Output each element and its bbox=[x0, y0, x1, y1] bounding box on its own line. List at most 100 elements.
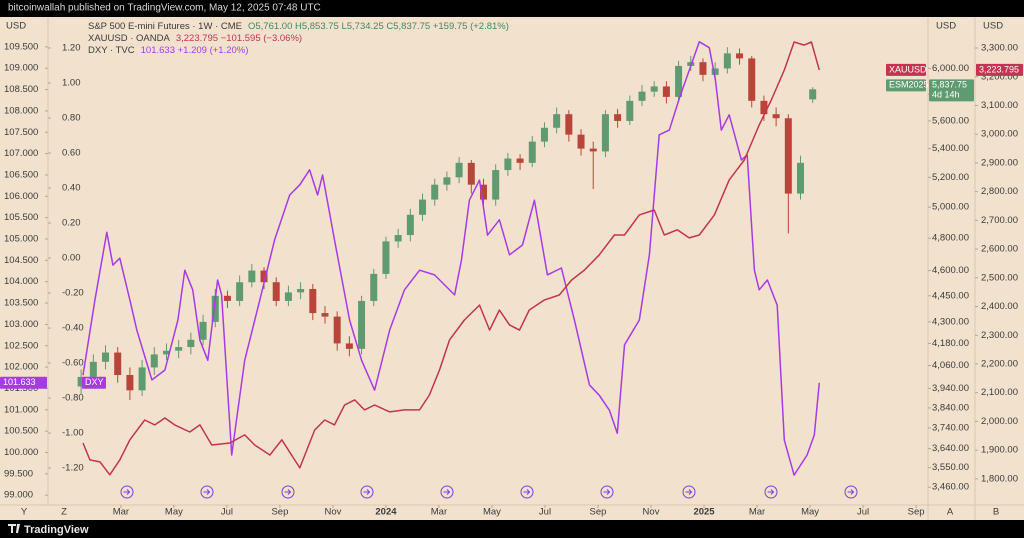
candle-body bbox=[553, 114, 561, 128]
y2-tick-label: 6,000.00 bbox=[932, 63, 969, 74]
candle-body bbox=[772, 114, 780, 119]
candle-body bbox=[492, 170, 500, 200]
x-tick-label: Mar bbox=[431, 507, 447, 518]
candle-body bbox=[723, 53, 731, 69]
event-icon[interactable] bbox=[120, 485, 134, 499]
candle-body bbox=[528, 141, 536, 163]
candle-body bbox=[638, 91, 646, 101]
series-name-tag-bg bbox=[81, 376, 106, 389]
event-icon[interactable] bbox=[844, 485, 858, 499]
candle-body bbox=[358, 300, 366, 349]
y3-tick-label: 3,200.00 bbox=[981, 71, 1018, 82]
y4-tick-label: 1.00 bbox=[62, 78, 81, 89]
legend-entry: XAUUSD · OANDA 3,223.795 −101.595 (−3.06%… bbox=[88, 33, 302, 44]
toolbar-button[interactable]: A bbox=[947, 507, 954, 518]
candle-body bbox=[162, 350, 170, 355]
series-name-tag-bg bbox=[886, 79, 926, 92]
x-tick-label: Jul bbox=[857, 507, 869, 518]
event-icon[interactable] bbox=[764, 485, 778, 499]
x-tick-label: Jul bbox=[539, 507, 551, 518]
event-icon[interactable] bbox=[281, 485, 295, 499]
y-tick-label: 106.000 bbox=[4, 191, 38, 202]
toolbar-button[interactable]: Y bbox=[21, 507, 28, 518]
candle-body bbox=[589, 148, 597, 152]
y2-tick-label: 4,800.00 bbox=[932, 233, 969, 244]
legend-name: XAUUSD · OANDA bbox=[88, 33, 170, 44]
y4-tick-label: 0.40 bbox=[62, 183, 81, 194]
x-tick-label: Sep bbox=[271, 507, 288, 518]
y-tick-label: 102.000 bbox=[4, 362, 38, 373]
y3-tick-label: 3,000.00 bbox=[981, 129, 1018, 140]
event-icon[interactable] bbox=[520, 485, 534, 499]
y4-tick-label: -0.80 bbox=[62, 393, 84, 404]
y-tick-label: 103.000 bbox=[4, 319, 38, 330]
candle-body bbox=[577, 134, 585, 149]
y3-tick-label: 2,300.00 bbox=[981, 330, 1018, 341]
legend-quote: 101.633 +1.209 (+1.20%) bbox=[141, 45, 249, 56]
series-line bbox=[82, 41, 821, 476]
candle-body bbox=[504, 158, 512, 171]
toolbar-button[interactable]: B bbox=[993, 507, 999, 518]
y4-tick-label: -1.00 bbox=[62, 428, 84, 439]
y-tick-label: 109.500 bbox=[4, 41, 38, 52]
toolbar-button[interactable]: Z bbox=[61, 507, 67, 518]
candle-body bbox=[455, 162, 463, 178]
y2-tick-label: 4,600.00 bbox=[932, 265, 969, 276]
y3-tick-label: 3,100.00 bbox=[981, 100, 1018, 111]
candle-body bbox=[297, 288, 305, 293]
candle-body bbox=[626, 100, 634, 121]
y2-tick-label: 4,060.00 bbox=[932, 360, 969, 371]
candle-body bbox=[516, 158, 524, 163]
candle-body bbox=[223, 295, 231, 301]
x-tick-label: Sep bbox=[590, 507, 607, 518]
candle-body bbox=[370, 273, 378, 301]
y-tick-label: 105.000 bbox=[4, 234, 38, 245]
y3-tick-label: 2,600.00 bbox=[981, 244, 1018, 255]
x-tick-label: May bbox=[801, 507, 819, 518]
candle-body bbox=[260, 270, 268, 283]
last-price-tag-bg bbox=[0, 376, 47, 389]
candle-body bbox=[89, 361, 97, 377]
candle-body bbox=[77, 376, 85, 387]
x-tick-label: 2024 bbox=[375, 507, 397, 518]
last-price-tag: 3,223.795 bbox=[979, 64, 1019, 74]
footer: TradingView bbox=[24, 524, 89, 536]
legend-quote: O5,761.00 H5,853.75 L5,734.25 C5,837.75 … bbox=[248, 21, 509, 32]
y2-tick-label: 3,740.00 bbox=[932, 423, 969, 434]
candle-body bbox=[736, 53, 744, 59]
y3-tick-label: 2,200.00 bbox=[981, 358, 1018, 369]
candle-body bbox=[419, 199, 427, 215]
y3-tick-label: 2,900.00 bbox=[981, 157, 1018, 168]
candle-body bbox=[102, 352, 110, 362]
event-icon[interactable] bbox=[600, 485, 614, 499]
y3-tick-label: 2,400.00 bbox=[981, 301, 1018, 312]
series-name-tag-bg bbox=[886, 63, 926, 76]
y2-tick-label: 5,200.00 bbox=[932, 172, 969, 183]
y-tick-label: 109.000 bbox=[4, 63, 38, 74]
y-tick-label: 102.500 bbox=[4, 340, 38, 351]
countdown-tag: 4d 14h bbox=[932, 90, 960, 100]
legend-entry: S&P 500 E-mini Futures · 1W · CME O5,761.… bbox=[88, 21, 509, 32]
y4-tick-label: -0.60 bbox=[62, 358, 84, 369]
y2-tick-label: 5,000.00 bbox=[932, 202, 969, 213]
y3-tick-label: 2,800.00 bbox=[981, 186, 1018, 197]
event-icon[interactable] bbox=[360, 485, 374, 499]
series-name-tag: ESM2025 bbox=[889, 80, 929, 90]
x-tick-label: Sep bbox=[908, 507, 925, 518]
event-icon[interactable] bbox=[200, 485, 214, 499]
series-line bbox=[82, 41, 821, 476]
event-icon[interactable] bbox=[682, 485, 696, 499]
y4-tick-label: 1.20 bbox=[62, 42, 81, 53]
candle-body bbox=[760, 100, 768, 115]
y3-tick-label: 2,100.00 bbox=[981, 387, 1018, 398]
event-icon[interactable] bbox=[440, 485, 454, 499]
y2-tick-label: 3,550.00 bbox=[932, 462, 969, 473]
y2-tick-label: 4,450.00 bbox=[932, 290, 969, 301]
candle-body bbox=[187, 339, 195, 348]
candle-body bbox=[699, 62, 707, 75]
y4-tick-label: 0.60 bbox=[62, 148, 81, 159]
candle-body bbox=[565, 114, 573, 135]
legend-entry: DXY · TVC 101.633 +1.209 (+1.20%) bbox=[88, 45, 248, 56]
y2-tick-label: 3,460.00 bbox=[932, 482, 969, 493]
